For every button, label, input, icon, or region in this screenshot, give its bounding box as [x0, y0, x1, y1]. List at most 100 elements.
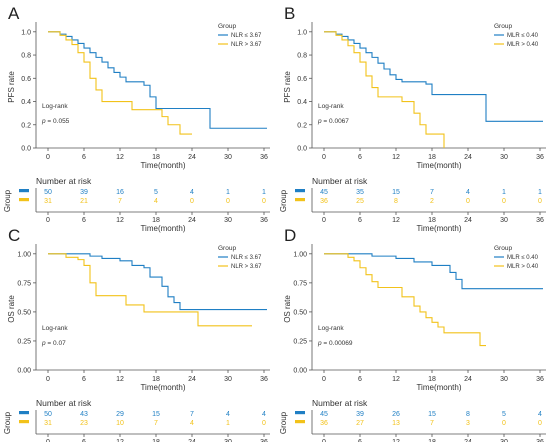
risk-value: 1: [226, 420, 230, 427]
x-tick-label: 18: [152, 376, 160, 383]
y-tick-label: 0.8: [21, 53, 31, 60]
x-tick-label: 18: [428, 154, 436, 161]
x-tick-label: 6: [82, 154, 86, 161]
risk-value: 50: [44, 411, 52, 418]
risk-value: 7: [430, 189, 434, 196]
risk-value: 39: [80, 189, 88, 196]
risk-x-tick-label: 24: [464, 439, 472, 442]
legend-entry: NLR ≤ 3.67: [231, 255, 262, 261]
risk-value: 0: [538, 420, 542, 427]
y-tick-label: 0.2: [297, 122, 307, 129]
legend-entry: MLR > 0.40: [507, 264, 539, 270]
risk-value: 31: [44, 198, 52, 205]
y-tick-label: 0.2: [21, 122, 31, 129]
y-tick-label: 1.0: [21, 29, 31, 36]
risk-x-tick-label: 24: [464, 217, 472, 224]
x-tick-label: 36: [536, 376, 544, 383]
risk-value: 39: [356, 411, 364, 418]
legend-title: Group: [494, 23, 512, 30]
risk-value: 4: [190, 420, 194, 427]
km-curve-low: [324, 253, 543, 290]
risk-x-tick-label: 36: [536, 217, 544, 224]
risk-value: 0: [190, 198, 194, 205]
x-tick-label: 0: [46, 154, 50, 161]
risk-value: 15: [152, 411, 160, 418]
risk-x-tick-label: 36: [260, 439, 268, 442]
risk-row-swatch: [19, 411, 29, 415]
risk-row-swatch: [19, 198, 29, 202]
y-tick-label: 0.00: [17, 368, 31, 375]
risk-x-tick-label: 12: [392, 439, 400, 442]
km-curve-high: [324, 253, 486, 347]
risk-y-axis-label: Group: [3, 189, 12, 212]
risk-x-tick-label: 30: [500, 439, 508, 442]
risk-value: 50: [44, 189, 52, 196]
risk-x-tick-label: 0: [46, 217, 50, 224]
risk-value: 4: [262, 411, 266, 418]
risk-value: 0: [226, 198, 230, 205]
risk-x-tick-label: 24: [188, 217, 196, 224]
risk-value: 2: [430, 198, 434, 205]
risk-value: 1: [226, 189, 230, 196]
legend-entry: MLR > 0.40: [507, 42, 539, 48]
risk-value: 0: [502, 198, 506, 205]
x-tick-label: 6: [82, 376, 86, 383]
panel-letter: B: [284, 4, 295, 23]
risk-value: 5: [502, 411, 506, 418]
risk-x-tick-label: 6: [82, 217, 86, 224]
risk-x-tick-label: 0: [322, 439, 326, 442]
x-tick-label: 30: [224, 376, 232, 383]
risk-value: 13: [392, 420, 400, 427]
legend-entry: NLR ≤ 3.67: [231, 33, 262, 39]
legend-entry: MLR ≤ 0.40: [507, 33, 539, 39]
legend-title: Group: [494, 245, 512, 252]
risk-value: 1: [538, 189, 542, 196]
km-curve-high: [48, 31, 192, 135]
risk-value: 25: [356, 198, 364, 205]
risk-value: 4: [466, 189, 470, 196]
risk-value: 29: [116, 411, 124, 418]
p-symbol: p: [41, 340, 46, 347]
risk-x-tick-label: 0: [322, 217, 326, 224]
risk-value: 23: [80, 420, 88, 427]
risk-value: 7: [118, 198, 122, 205]
risk-row-swatch: [295, 411, 305, 415]
x-tick-label: 36: [260, 376, 268, 383]
p-value-text: = 0.00069: [322, 340, 353, 347]
risk-value: 15: [392, 189, 400, 196]
km-curve-high: [48, 253, 252, 327]
x-tick-label: 12: [116, 376, 124, 383]
risk-value: 4: [190, 189, 194, 196]
y-tick-label: 0.00: [293, 368, 307, 375]
risk-value: 7: [430, 420, 434, 427]
p-value: p = 0.0067: [317, 118, 349, 125]
risk-table-title: Number at risk: [36, 176, 92, 186]
logrank-label: Log-rank: [42, 103, 68, 110]
km-curve-low: [48, 31, 267, 129]
y-axis-label: PFS rate: [7, 71, 16, 103]
risk-x-tick-label: 30: [224, 217, 232, 224]
x-tick-label: 6: [358, 376, 362, 383]
p-value: p = 0.07: [41, 340, 66, 347]
p-value: p = 0.00069: [317, 340, 353, 347]
risk-row-swatch: [295, 420, 305, 424]
p-symbol: p: [317, 118, 322, 125]
panel-a: A 0.0 0.2 0.4 0.6 0.8 1.0 0 6 12 18 24 30 36 Time(mont…: [3, 4, 270, 233]
risk-value: 16: [116, 189, 124, 196]
x-tick-label: 0: [322, 154, 326, 161]
risk-value: 0: [538, 198, 542, 205]
legend-entry: NLR > 3.67: [231, 42, 262, 48]
risk-x-axis-label: Time(month): [140, 224, 185, 233]
x-tick-label: 12: [116, 154, 124, 161]
x-tick-label: 12: [392, 376, 400, 383]
risk-x-tick-label: 36: [536, 439, 544, 442]
risk-x-tick-label: 24: [188, 439, 196, 442]
panel-letter: C: [8, 226, 20, 245]
x-axis-label: Time(month): [140, 161, 185, 170]
risk-x-axis-label: Time(month): [416, 224, 461, 233]
risk-value: 0: [502, 420, 506, 427]
y-tick-label: 0.25: [17, 338, 31, 345]
x-tick-label: 24: [464, 154, 472, 161]
x-tick-label: 0: [46, 376, 50, 383]
logrank-label: Log-rank: [318, 103, 344, 110]
